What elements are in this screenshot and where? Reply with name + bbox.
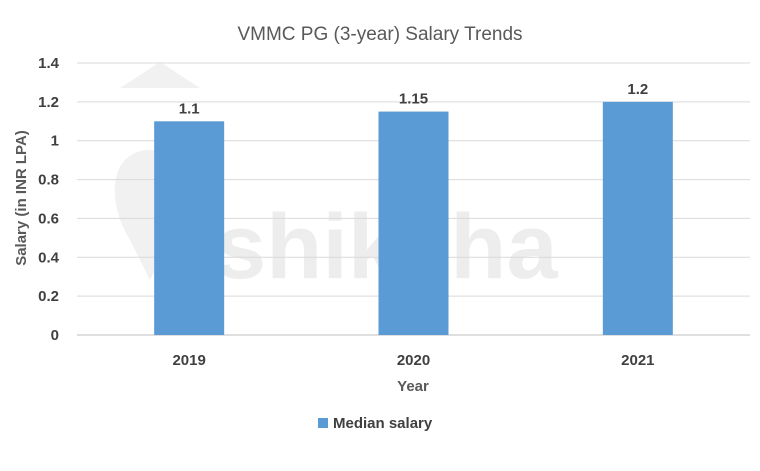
data-labels: 1.1 1.15 1.2: [179, 81, 649, 117]
x-tick-labels: 2019 2020 2021: [172, 352, 654, 369]
y-tick-label: 0.4: [38, 249, 60, 266]
y-tick-label: 1.4: [38, 55, 60, 72]
legend: Median salary: [318, 415, 433, 432]
x-tick-label: 2021: [621, 352, 654, 369]
legend-swatch: [318, 418, 328, 428]
y-tick-label: 0.8: [38, 172, 59, 189]
y-tick-label: 0.2: [38, 288, 59, 305]
bar: [602, 101, 673, 335]
y-tick-label: 0: [51, 327, 59, 344]
x-tick-label: 2020: [397, 352, 430, 369]
y-tick-label: 1.2: [38, 94, 59, 111]
y-tick-labels: 0 0.2 0.4 0.6 0.8 1 1.2 1.4: [38, 55, 60, 344]
bar: [154, 121, 225, 336]
x-tick-label: 2019: [172, 352, 205, 369]
data-label: 1.2: [627, 81, 648, 98]
x-axis-title: Year: [397, 378, 429, 395]
y-tick-label: 0.6: [38, 210, 59, 227]
bars: [154, 101, 673, 336]
y-axis-title: Salary (in INR LPA): [13, 130, 30, 266]
data-label: 1.15: [399, 91, 428, 108]
bar: [378, 111, 449, 335]
data-label: 1.1: [179, 100, 200, 117]
y-tick-label: 1: [51, 133, 59, 150]
chart-title: VMMC PG (3-year) Salary Trends: [237, 24, 522, 45]
legend-label: Median salary: [333, 415, 433, 432]
